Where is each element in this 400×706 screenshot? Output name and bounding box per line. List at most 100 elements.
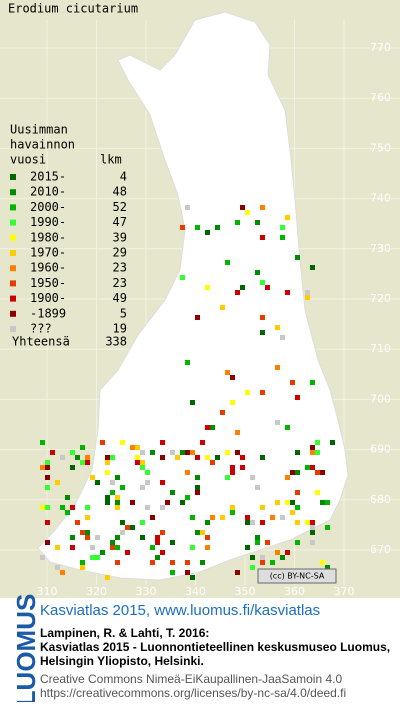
observation-square — [285, 550, 290, 555]
observation-square — [90, 555, 95, 560]
observation-square — [310, 380, 315, 385]
observation-square — [310, 450, 315, 455]
observation-square — [80, 445, 85, 450]
observation-square — [330, 440, 335, 445]
observation-square — [295, 505, 300, 510]
legend-count: 29 — [113, 246, 127, 260]
observation-square — [100, 440, 105, 445]
observation-square — [310, 465, 315, 470]
observation-square — [320, 470, 325, 475]
observation-square — [220, 515, 225, 520]
observation-square — [80, 530, 85, 535]
observation-square — [115, 535, 120, 540]
observation-square — [215, 225, 220, 230]
observation-square — [75, 520, 80, 525]
observation-square — [75, 455, 80, 460]
observation-square — [285, 475, 290, 480]
observation-square — [260, 455, 265, 460]
observation-square — [235, 220, 240, 225]
observation-square — [245, 545, 250, 550]
observation-square — [80, 565, 85, 570]
observation-square — [125, 550, 130, 555]
legend-swatch — [10, 174, 16, 180]
citation: Lampinen, R. & Lahti, T. 2016: — [40, 626, 209, 640]
observation-square — [220, 410, 225, 415]
observation-square — [260, 505, 265, 510]
observation-square — [185, 360, 190, 365]
observation-square — [245, 515, 250, 520]
observation-square — [235, 430, 240, 435]
observation-square — [130, 445, 135, 450]
observation-square — [280, 225, 285, 230]
observation-square — [275, 365, 280, 370]
observation-square — [325, 525, 330, 530]
observation-square — [315, 470, 320, 475]
observation-square — [250, 475, 255, 480]
observation-square — [315, 490, 320, 495]
observation-square — [215, 455, 220, 460]
observation-square — [50, 450, 55, 455]
observation-square — [325, 500, 330, 505]
observation-square — [255, 270, 260, 275]
observation-square — [240, 455, 245, 460]
observation-square — [195, 455, 200, 460]
observation-square — [230, 470, 235, 475]
observation-square — [90, 475, 95, 480]
observation-square — [95, 480, 100, 485]
license-text: Creative Commons Nimeä-EiKaupallinen-Jaa… — [40, 672, 342, 686]
y-label: 710 — [370, 342, 391, 355]
observation-square — [135, 445, 140, 450]
observation-square — [205, 545, 210, 550]
observation-square — [120, 520, 125, 525]
legend-count: 39 — [113, 230, 127, 244]
observation-square — [290, 380, 295, 385]
legend-count: 23 — [113, 276, 127, 290]
observation-square — [170, 450, 175, 455]
observation-square — [275, 420, 280, 425]
observation-square — [130, 525, 135, 530]
observation-square — [165, 500, 170, 505]
observation-square — [110, 480, 115, 485]
observation-square — [200, 560, 205, 565]
observation-square — [140, 485, 145, 490]
observation-square — [315, 440, 320, 445]
observation-square — [260, 315, 265, 320]
legend-label: 1900- — [30, 291, 66, 305]
observation-square — [245, 210, 250, 215]
observation-square — [145, 480, 150, 485]
observation-square — [45, 465, 50, 470]
observation-square — [45, 520, 50, 525]
observation-square — [135, 460, 140, 465]
observation-square — [85, 530, 90, 535]
observation-square — [60, 455, 65, 460]
observation-square — [65, 510, 70, 515]
observation-square — [55, 565, 60, 570]
map-title: Erodium cicutarium — [8, 2, 138, 16]
observation-square — [185, 450, 190, 455]
observation-square — [225, 475, 230, 480]
headline: Kasviatlas 2015, www.luomus.fi/kasviatla… — [40, 602, 320, 619]
observation-square — [40, 465, 45, 470]
observation-square — [160, 480, 165, 485]
observation-square — [205, 425, 210, 430]
observation-square — [85, 455, 90, 460]
observation-square — [205, 455, 210, 460]
observation-square — [70, 465, 75, 470]
observation-square — [170, 540, 175, 545]
x-label: 370 — [334, 585, 355, 598]
observation-square — [150, 560, 155, 565]
observation-square — [105, 470, 110, 475]
observation-square — [260, 520, 265, 525]
legend-count: 23 — [113, 261, 127, 275]
observation-square — [195, 225, 200, 230]
observation-square — [175, 455, 180, 460]
observation-square — [285, 215, 290, 220]
observation-square — [225, 260, 230, 265]
legend-label: ??? — [30, 322, 52, 336]
observation-square — [105, 495, 110, 500]
observation-square — [255, 485, 260, 490]
legend-label: 1980- — [30, 230, 66, 244]
observation-square — [235, 450, 240, 455]
observation-square — [120, 440, 125, 445]
observation-square — [305, 295, 310, 300]
